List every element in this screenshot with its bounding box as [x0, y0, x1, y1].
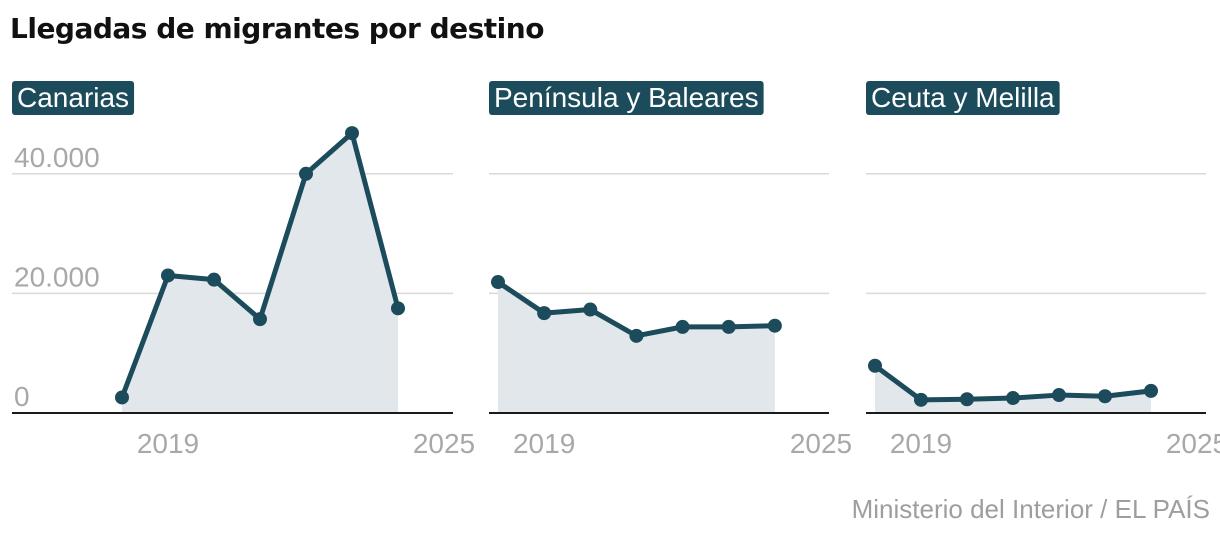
x-tick-label: 2025: [1166, 428, 1220, 459]
source-note: Ministerio del Interior / EL PAÍS: [851, 494, 1210, 524]
area-fill: [498, 282, 775, 413]
data-point: [721, 319, 736, 334]
panel-label-text: Canarias: [17, 82, 129, 113]
x-tick-label: 2025: [413, 428, 475, 459]
y-tick-label: 40.000: [14, 142, 100, 173]
x-tick-label: 2025: [790, 428, 852, 459]
panel-label-bg: [489, 81, 764, 115]
data-point: [491, 275, 505, 290]
data-point: [115, 390, 129, 405]
data-point: [345, 126, 359, 141]
data-point: [391, 301, 405, 316]
data-point: [299, 166, 313, 181]
data-point: [960, 392, 974, 407]
panel-label-bg: [866, 81, 1060, 115]
panel-label: Península y Baleares: [489, 81, 764, 115]
data-point: [1144, 383, 1158, 398]
data-point: [914, 392, 928, 407]
y-tick-label: 0: [14, 381, 30, 412]
panel-label-text: Ceuta y Melilla: [871, 82, 1055, 113]
data-point: [207, 272, 221, 287]
area-fill: [122, 133, 398, 414]
x-tick-label: 2019: [890, 428, 952, 459]
data-point: [253, 312, 267, 327]
x-tick-label: 2019: [513, 428, 575, 459]
data-point: [1006, 391, 1020, 406]
data-point: [767, 318, 782, 333]
data-point: [583, 302, 598, 317]
data-point: [1098, 389, 1112, 404]
panel-0: 0 20.000 40.000 2019 2025 Canarias: [12, 81, 475, 459]
data-point: [868, 358, 882, 373]
panel-1: 2019 2025 Península y Baleares: [489, 81, 852, 459]
data-point: [629, 328, 644, 343]
data-point: [675, 319, 690, 334]
data-point: [161, 268, 175, 283]
y-tick-label: 20.000: [14, 261, 100, 292]
panel-label-bg: [12, 81, 135, 115]
panel-label: Ceuta y Melilla: [866, 81, 1060, 115]
panel-label: Canarias: [12, 81, 135, 115]
panel-2: 2019 2025 Ceuta y Melilla: [866, 81, 1220, 459]
data-point: [1052, 388, 1066, 403]
chart-title: Llegadas de migrantes por destino: [10, 12, 544, 45]
area-fill: [875, 365, 1151, 413]
data-point: [537, 306, 552, 321]
x-tick-label: 2019: [137, 428, 199, 459]
panel-label-text: Península y Baleares: [494, 82, 759, 113]
